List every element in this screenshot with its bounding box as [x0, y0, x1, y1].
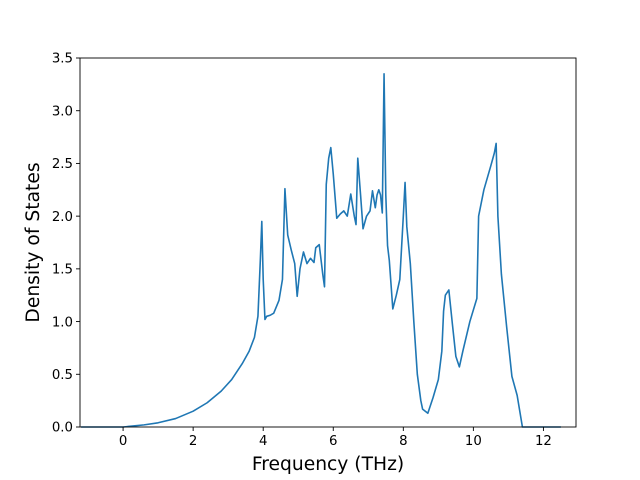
- y-tick-label: 0.5: [52, 368, 73, 383]
- y-tick-label: 2.0: [52, 210, 73, 225]
- plot-area: [81, 73, 561, 428]
- x-tick-label: 4: [259, 434, 267, 449]
- x-tick-label: 12: [535, 434, 552, 449]
- y-axis-label: Density of States: [23, 162, 44, 322]
- x-tick-label: 0: [119, 434, 127, 449]
- x-tick-label: 6: [329, 434, 337, 449]
- y-tick-label: 3.5: [52, 52, 73, 67]
- dos-series-line-0: [81, 73, 561, 428]
- y-tick-label: 3.0: [52, 104, 73, 119]
- y-tick-label: 1.5: [52, 263, 73, 278]
- x-tick-label: 10: [465, 434, 482, 449]
- x-tick-label: 8: [399, 434, 407, 449]
- y-tick-label: 0.0: [52, 421, 73, 436]
- y-axis-ticks: 0.0 0.5 1.0 1.5 2.0 2.5 3.0 3.5: [52, 52, 80, 436]
- x-axis-label: Frequency (THz): [252, 454, 404, 475]
- y-tick-label: 1.0: [52, 315, 73, 330]
- axes-frame: [79, 57, 577, 428]
- x-axis-ticks: 0 2 4 6 8 10 12: [119, 427, 552, 449]
- x-tick-label: 2: [189, 434, 197, 449]
- y-tick-label: 2.5: [52, 157, 73, 172]
